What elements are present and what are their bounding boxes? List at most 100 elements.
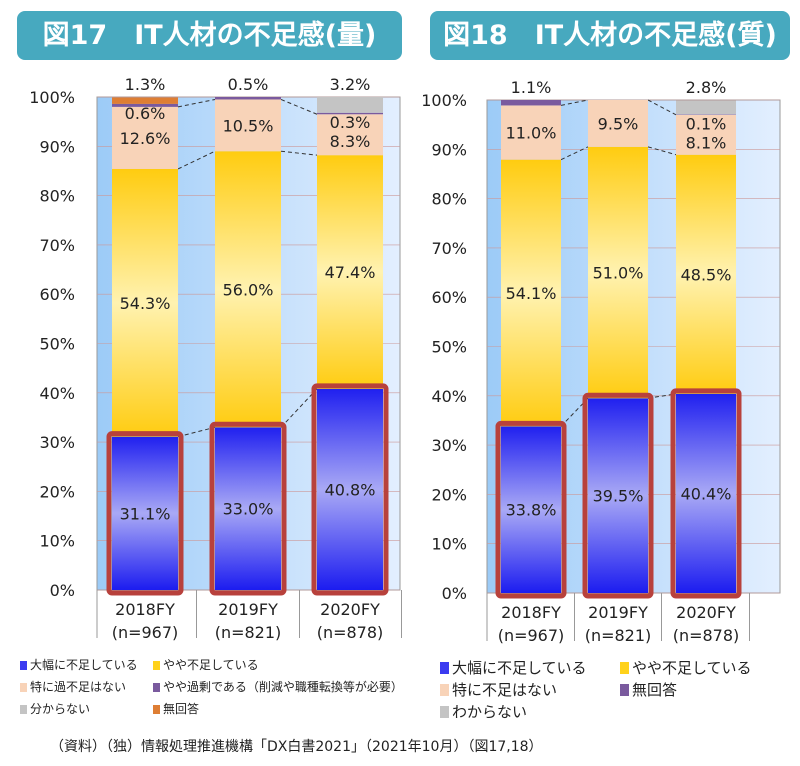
bar-segment bbox=[215, 427, 281, 590]
data-label: 8.1% bbox=[686, 133, 727, 152]
legend-swatch bbox=[153, 683, 160, 692]
highlight-frame bbox=[670, 388, 742, 599]
y-tick-label: 20% bbox=[39, 482, 75, 501]
data-label: 0.5% bbox=[228, 75, 269, 94]
y-tick-label: 60% bbox=[431, 288, 467, 307]
y-tick-label: 70% bbox=[431, 239, 467, 258]
connector-line bbox=[280, 150, 318, 156]
connector-line bbox=[280, 388, 318, 428]
y-tick-label: 40% bbox=[431, 387, 467, 406]
x-sample-size: (n=878) bbox=[673, 626, 740, 645]
bar-segment bbox=[112, 168, 178, 437]
legend-swatch bbox=[20, 661, 27, 670]
bar-segment bbox=[215, 151, 281, 428]
highlight-frame bbox=[106, 431, 184, 596]
connector-line bbox=[177, 426, 216, 438]
legend-item: 大幅に不足している bbox=[440, 657, 587, 678]
bar-segment bbox=[317, 112, 383, 115]
data-label: 12.6% bbox=[120, 129, 171, 148]
legend-label: 大幅に不足している bbox=[30, 658, 138, 672]
legend-label: やや不足している bbox=[163, 658, 259, 672]
data-label: 48.5% bbox=[681, 265, 732, 284]
data-label: 39.5% bbox=[593, 487, 644, 506]
legend-label: 分からない bbox=[30, 702, 91, 716]
legend-swatch bbox=[440, 684, 449, 696]
y-tick-label: 60% bbox=[39, 285, 75, 304]
legend-label: やや不足している bbox=[632, 659, 752, 677]
bar-segment bbox=[588, 100, 648, 147]
y-tick-label: 20% bbox=[431, 485, 467, 504]
chart-title-18: 図18 IT人材の不足感(質) bbox=[430, 11, 790, 60]
highlight-frame bbox=[582, 392, 654, 599]
bar-segment bbox=[501, 105, 561, 160]
y-tick-label: 0% bbox=[442, 584, 467, 603]
legend-item: やや過剰である（削減や職種転換等が必要） bbox=[153, 678, 403, 695]
bar-segment bbox=[112, 103, 178, 107]
bar-segment bbox=[676, 114, 736, 155]
x-sample-size: (n=821) bbox=[585, 626, 652, 645]
bar-segment bbox=[676, 393, 736, 593]
data-label: 2.8% bbox=[686, 78, 727, 97]
y-tick-label: 0% bbox=[50, 581, 75, 600]
legend-item: わからない bbox=[440, 701, 527, 722]
data-label: 47.4% bbox=[325, 263, 376, 282]
legend-label: 無回答 bbox=[163, 702, 200, 716]
data-label: 33.8% bbox=[506, 501, 557, 520]
data-label: 3.2% bbox=[330, 75, 371, 94]
y-tick-label: 30% bbox=[431, 436, 467, 455]
legend-item: 無回答 bbox=[153, 700, 199, 717]
data-label: 31.1% bbox=[120, 504, 171, 523]
y-tick-label: 80% bbox=[39, 187, 75, 206]
legend-item: 分からない bbox=[20, 700, 90, 717]
data-label: 0.3% bbox=[330, 113, 371, 132]
y-tick-label: 70% bbox=[39, 236, 75, 255]
data-label: 33.0% bbox=[223, 500, 274, 519]
bar-segment bbox=[215, 99, 281, 152]
legend-swatch bbox=[20, 683, 27, 692]
bar-segment bbox=[317, 97, 383, 113]
y-tick-label: 100% bbox=[421, 91, 467, 110]
legend-label: 大幅に不足している bbox=[452, 659, 587, 677]
legend-swatch bbox=[620, 684, 629, 696]
y-tick-label: 10% bbox=[431, 535, 467, 554]
y-tick-label: 90% bbox=[39, 137, 75, 156]
legend-swatch bbox=[440, 706, 449, 718]
x-category-label: 2018FY bbox=[115, 600, 175, 619]
bar-segment bbox=[112, 97, 178, 104]
bar-segment bbox=[215, 97, 281, 100]
legend-item: 特に過不足はない bbox=[20, 678, 126, 695]
legend-item: 無回答 bbox=[620, 679, 677, 700]
data-label: 51.0% bbox=[593, 264, 644, 283]
data-label: 0.6% bbox=[125, 104, 166, 123]
data-label: 10.5% bbox=[223, 116, 274, 135]
legend-label: 無回答 bbox=[632, 681, 678, 699]
chart-17: 0% 10% 20% 30% 40% 50% 60% 70% 80% 90% 100% 31.1% 54… bbox=[29, 75, 402, 642]
x-category-label: 2018FY bbox=[501, 603, 561, 622]
data-label: 40.4% bbox=[681, 484, 732, 503]
bar-segment bbox=[501, 100, 561, 106]
connector-line bbox=[560, 146, 589, 161]
legend-swatch bbox=[153, 661, 160, 670]
x-category-label: 2020FY bbox=[320, 600, 380, 619]
data-label: 11.0% bbox=[506, 124, 557, 143]
legend-swatch bbox=[440, 662, 449, 674]
data-label: 1.3% bbox=[125, 75, 166, 94]
y-tick-label: 30% bbox=[39, 433, 75, 452]
y-tick-label: 100% bbox=[29, 88, 75, 107]
chart-18: 0% 10% 20% 30% 40% 50% 60% 70% 80% 90% 100% 33.8% 54… bbox=[421, 78, 781, 645]
bar-segment bbox=[676, 154, 736, 394]
legend-item: やや不足している bbox=[620, 657, 752, 678]
y-tick-label: 10% bbox=[39, 532, 75, 551]
data-label: 0.1% bbox=[686, 114, 727, 133]
legend-swatch bbox=[20, 705, 27, 714]
data-label: 8.3% bbox=[330, 132, 371, 151]
connector-line bbox=[647, 146, 677, 156]
x-sample-size: (n=821) bbox=[215, 623, 282, 642]
bar-segment bbox=[501, 159, 561, 427]
data-label: 54.3% bbox=[120, 294, 171, 313]
x-sample-size: (n=967) bbox=[498, 626, 565, 645]
data-label: 9.5% bbox=[598, 114, 639, 133]
connector-line bbox=[647, 99, 677, 116]
connector-line bbox=[177, 98, 216, 108]
bar-segment bbox=[501, 426, 561, 593]
